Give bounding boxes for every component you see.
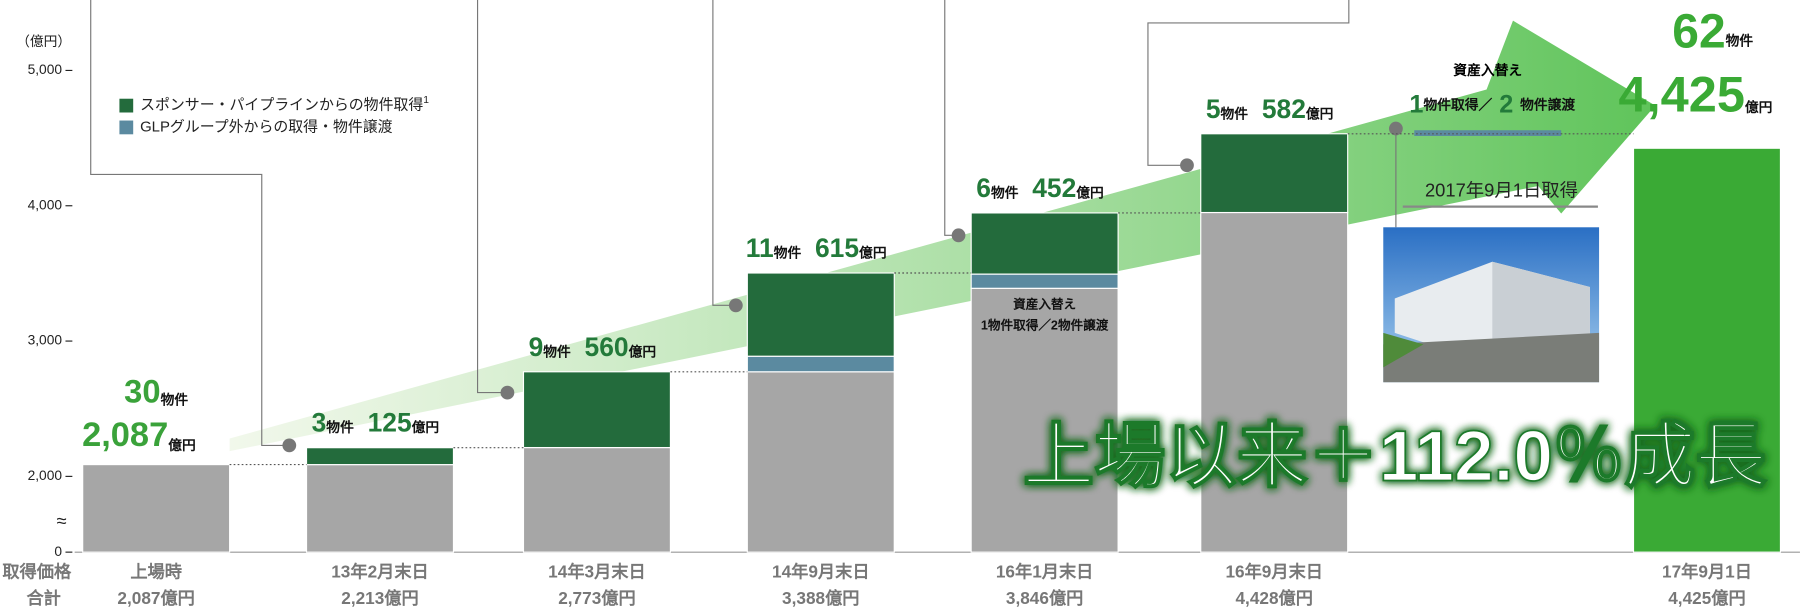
amount: 125 [368,408,412,438]
bar-segment [746,355,895,373]
bar-amount-label: 4,425億円 [1619,66,1773,123]
connector-dots [282,121,1403,453]
bar-segment [305,447,455,466]
y-tick-label: 2,000 [28,468,63,483]
bar-annotation: 1物件取得／2物件譲渡 [981,317,1109,332]
bar-segment [970,273,1119,289]
count: 62 [1672,5,1725,58]
bar-label: 9物件 560億円 [529,332,657,362]
legend-text: GLPグループ外からの取得・物件譲渡 [140,118,393,135]
x-tick-label: 13年2月末日 [331,561,429,581]
y-tick-label: 5,000 [28,62,63,77]
amount: 452 [1032,173,1076,203]
legend-text: スポンサー・パイプラインからの物件取得 [140,97,423,114]
count: 30 [124,372,160,409]
amount: 615 [815,233,859,263]
swap-detail: 1物件取得／ 2 物件譲渡 [1409,90,1575,118]
y-axis-label: （億円） [16,34,71,49]
bar-label: 11物件 615億円 [746,233,887,263]
headline: 上場以来＋112.0％成長 [1023,417,1767,496]
total-label: 3,846億円 [1006,588,1083,608]
count-unit: 物件 [1726,32,1754,48]
count-unit: 物件 [161,391,189,407]
bar-segment [305,464,455,553]
connectors [90,0,1397,446]
bar-annotation: 資産入替え [1013,297,1076,312]
amount: 4,425 [1619,66,1745,123]
total-label: 2,087億円 [117,588,194,608]
total-label: 3,388億円 [782,588,859,608]
bar-label: 5物件 582億円 [1206,94,1334,124]
legend-label: GLPグループ外からの取得・物件譲渡 [140,118,393,135]
count: 6 [976,173,991,203]
bar-segment [970,212,1119,275]
total-title: 取得価格 [2,561,72,581]
count-unit: 物件 [774,244,802,260]
count-unit: 物件 [543,343,571,359]
count-unit: 物件 [326,419,354,435]
photo [1383,227,1600,383]
bar-segment [1632,147,1782,553]
bar-amount-label: 2,087億円 [82,416,196,454]
bar-segment [522,371,671,449]
swap-acquired: 1 [1409,90,1423,118]
photo-caption: 2017年9月1日取得 [1425,180,1578,201]
axis-break: ≈ [57,510,67,531]
amount-unit: 億円 [412,419,440,435]
legend-label: スポンサー・パイプラインからの物件取得1 [140,95,429,114]
bar-segment [746,272,895,357]
swap-disposed-text: 物件譲渡 [1520,96,1575,112]
bar-segment [82,464,231,553]
x-tick-label: 16年9月末日 [1225,561,1323,581]
total-label: 4,425億円 [1668,588,1745,608]
count: 9 [529,332,544,362]
total-label: 2,773億円 [558,588,635,608]
amount-unit: 億円 [1745,99,1773,115]
amount: 2,087 [82,416,168,454]
count-unit: 物件 [1221,105,1249,121]
total-label: 4,428億円 [1235,588,1312,608]
bar-label: 3物件 125億円 [312,408,440,438]
bar-segment [1200,211,1349,553]
amount-unit: 億円 [168,437,196,453]
bar-segment [970,287,1119,553]
amount: 560 [585,332,629,362]
bar-count-label: 30物件 [124,372,188,409]
count: 11 [746,233,774,263]
swap-acquired-text: 物件取得／ [1423,96,1492,112]
amount-unit: 億円 [1306,105,1334,121]
count: 3 [312,408,327,438]
legend-swatch [119,120,134,135]
count-unit: 物件 [991,184,1019,200]
total-title: 合計 [26,588,60,608]
total-label: 2,213億円 [341,588,418,608]
y-tick-label: 3,000 [28,333,63,348]
x-tick-label: 14年9月末日 [772,561,870,581]
amount-unit: 億円 [859,244,887,260]
legend: スポンサー・パイプラインからの物件取得1 GLPグループ外からの取得・物件譲渡 [119,95,429,135]
bar-count-label: 62物件 [1672,5,1753,58]
x-tick-label: 17年9月1日 [1662,561,1752,581]
bar-segment [746,371,895,553]
x-tick-label: 14年3月末日 [548,561,646,581]
x-tick-label: 上場時 [130,561,182,581]
y-tick-label: 0 [54,544,62,559]
bar-segment [522,446,671,553]
growth-arrow [229,20,1656,452]
amount: 582 [1262,94,1306,124]
amount-unit: 億円 [629,343,657,359]
bar-segment [1200,133,1349,214]
x-tick-label: 16年1月末日 [996,561,1094,581]
swap-disposed: 2 [1499,90,1513,118]
y-tick-label: 4,000 [28,197,63,212]
legend-note: 1 [423,95,429,106]
swap-title: 資産入替え [1453,62,1522,78]
count: 5 [1206,94,1221,124]
bar-label: 6物件 452億円 [976,173,1104,203]
amount-unit: 億円 [1076,184,1104,200]
legend-swatch [119,98,134,113]
